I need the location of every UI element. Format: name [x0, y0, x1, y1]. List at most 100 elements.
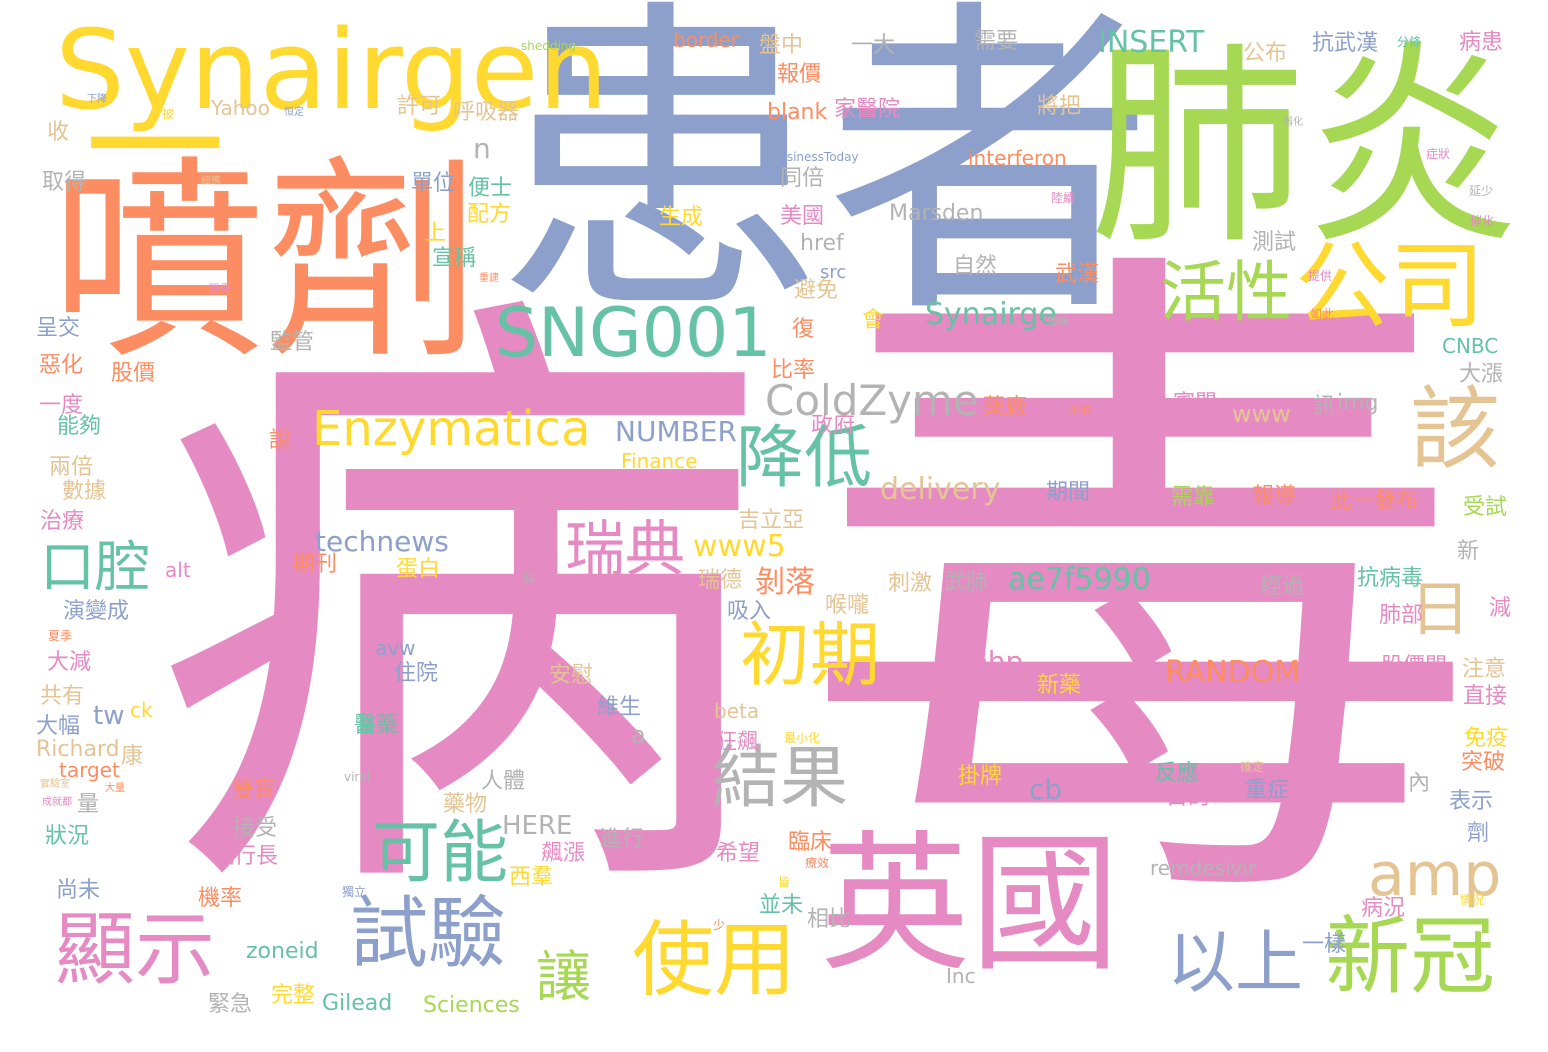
cloud-word: 經過: [1260, 574, 1305, 599]
cloud-word: amp: [1368, 840, 1502, 910]
cloud-word: BusinessToday: [771, 150, 859, 164]
cloud-word: 接受: [233, 816, 278, 841]
cloud-word: 公司: [1295, 232, 1486, 342]
cloud-word: 可能: [372, 814, 509, 893]
cloud-word: 該療法: [1167, 571, 1234, 596]
cloud-word: 英國: [820, 818, 1121, 992]
cloud-word: 剝落: [755, 565, 815, 600]
cloud-word: 重症: [1245, 778, 1290, 803]
cloud-word: 股價間: [1381, 654, 1448, 679]
cloud-word: 瑞典: [565, 515, 685, 585]
cloud-word: remdesivir: [1150, 856, 1257, 880]
cloud-word: 催化: [1470, 214, 1495, 228]
cloud-word: 期間: [1046, 480, 1091, 505]
cloud-word: 皆: [778, 875, 791, 889]
cloud-word: 該: [1410, 377, 1500, 482]
cloud-word: Finance: [621, 449, 698, 473]
cloud-word: 掛牌: [958, 764, 1003, 789]
cloud-word: 需靠: [1171, 485, 1216, 510]
cloud-word: 監管: [270, 330, 315, 355]
cloud-word: HERE: [502, 811, 573, 841]
cloud-word: 瑞德: [698, 568, 743, 593]
cloud-word: 維生: [597, 695, 642, 720]
cloud-word: 會: [862, 308, 885, 333]
cloud-word: 提供: [1308, 269, 1333, 283]
cloud-word: Sciences: [423, 993, 520, 1018]
cloud-word: 家醫院: [834, 97, 901, 122]
cloud-word: 劑: [1467, 821, 1490, 846]
cloud-word: target: [59, 758, 120, 782]
cloud-word: 新冠: [1325, 908, 1496, 1007]
cloud-word: 嚴重: [208, 282, 233, 296]
cloud-word: 相比: [807, 907, 852, 932]
cloud-word: 少: [713, 918, 726, 932]
cloud-word: Yahoo: [211, 96, 270, 120]
cloud-word: 政府: [811, 413, 856, 438]
cloud-word: n: [473, 132, 491, 165]
cloud-word: 同倍: [780, 166, 825, 191]
cloud-word: delivery: [880, 472, 1001, 507]
cloud-word: 自然: [953, 254, 998, 279]
cloud-word: 希望: [716, 841, 761, 866]
cloud-word: RANDOM: [1165, 655, 1301, 690]
cloud-word: 配方: [467, 202, 512, 227]
cloud-word: 呼吸器: [453, 100, 520, 125]
cloud-word: 病: [150, 249, 770, 970]
cloud-word: 一大: [851, 33, 896, 58]
cloud-word: 報導: [1252, 484, 1297, 509]
cloud-word: tw: [93, 701, 125, 731]
cloud-word: 目的: [1166, 785, 1211, 810]
cloud-word: zoneid: [246, 939, 319, 964]
cloud-word: 上: [424, 221, 447, 246]
cloud-word: avw: [375, 636, 416, 660]
cloud-word: 直接: [1463, 684, 1508, 709]
cloud-word: 噴劑: [50, 137, 480, 388]
cloud-word: 單位: [411, 171, 456, 196]
cloud-word: 活性: [1160, 254, 1292, 331]
cloud-word: 人體: [481, 769, 526, 794]
cloud-word: 機率: [198, 886, 243, 911]
cloud-word: 重建: [479, 273, 499, 284]
cloud-word: 反應: [1155, 761, 1200, 786]
cloud-word: 弱化: [1283, 117, 1303, 128]
cloud-word: 宣稱: [432, 246, 477, 271]
cloud-word: 大減: [47, 650, 92, 675]
cloud-word: border: [673, 28, 740, 52]
cloud-word: 審閱: [1173, 391, 1218, 416]
cloud-word: 兩倍: [49, 455, 94, 480]
cloud-word: cb: [1029, 773, 1063, 806]
cloud-word: 武漢: [1055, 262, 1100, 287]
cloud-word: 盤中: [759, 33, 804, 58]
cloud-word: 並未: [759, 893, 804, 918]
cloud-word: 數據: [62, 479, 107, 504]
cloud-word: 確定: [1240, 760, 1265, 774]
cloud-word: 新藥: [1037, 673, 1082, 698]
cloud-word: 降低: [736, 419, 873, 498]
cloud-word: 一樣: [1302, 932, 1347, 957]
cloud-word: 吸入: [727, 599, 772, 624]
cloud-word: CNBC: [1442, 334, 1499, 358]
cloud-word: 大幅: [36, 714, 81, 739]
cloud-word: shedding: [521, 39, 577, 53]
cloud-word: blank: [767, 100, 828, 125]
cloud-word: 尚未: [56, 878, 101, 903]
cloud-word: 醫藥: [354, 713, 399, 738]
cloud-word: 口腔: [40, 535, 151, 599]
cloud-word: 肺炎: [1090, 22, 1520, 273]
cloud-word: 緊急: [208, 992, 253, 1017]
cloud-word: alt: [165, 558, 191, 582]
cloud-word: 隔離: [1048, 317, 1068, 328]
cloud-word: 復: [792, 317, 815, 342]
cloud-word: 病患: [1459, 30, 1504, 55]
cloud-word: img: [1337, 391, 1379, 416]
cloud-word: 刺激: [888, 571, 933, 596]
cloud-word: 報價: [777, 62, 822, 87]
cloud-word: 將把: [1037, 94, 1082, 119]
cloud-word: 喉嚨: [825, 593, 870, 618]
cloud-word: 一度: [39, 393, 84, 418]
cloud-word: 呈交: [36, 316, 81, 341]
cloud-word: 美國: [780, 204, 825, 229]
cloud-word: 武肺: [944, 570, 989, 595]
cloud-word: 西羣: [509, 865, 554, 890]
cloud-word: 訊: [1313, 394, 1336, 419]
